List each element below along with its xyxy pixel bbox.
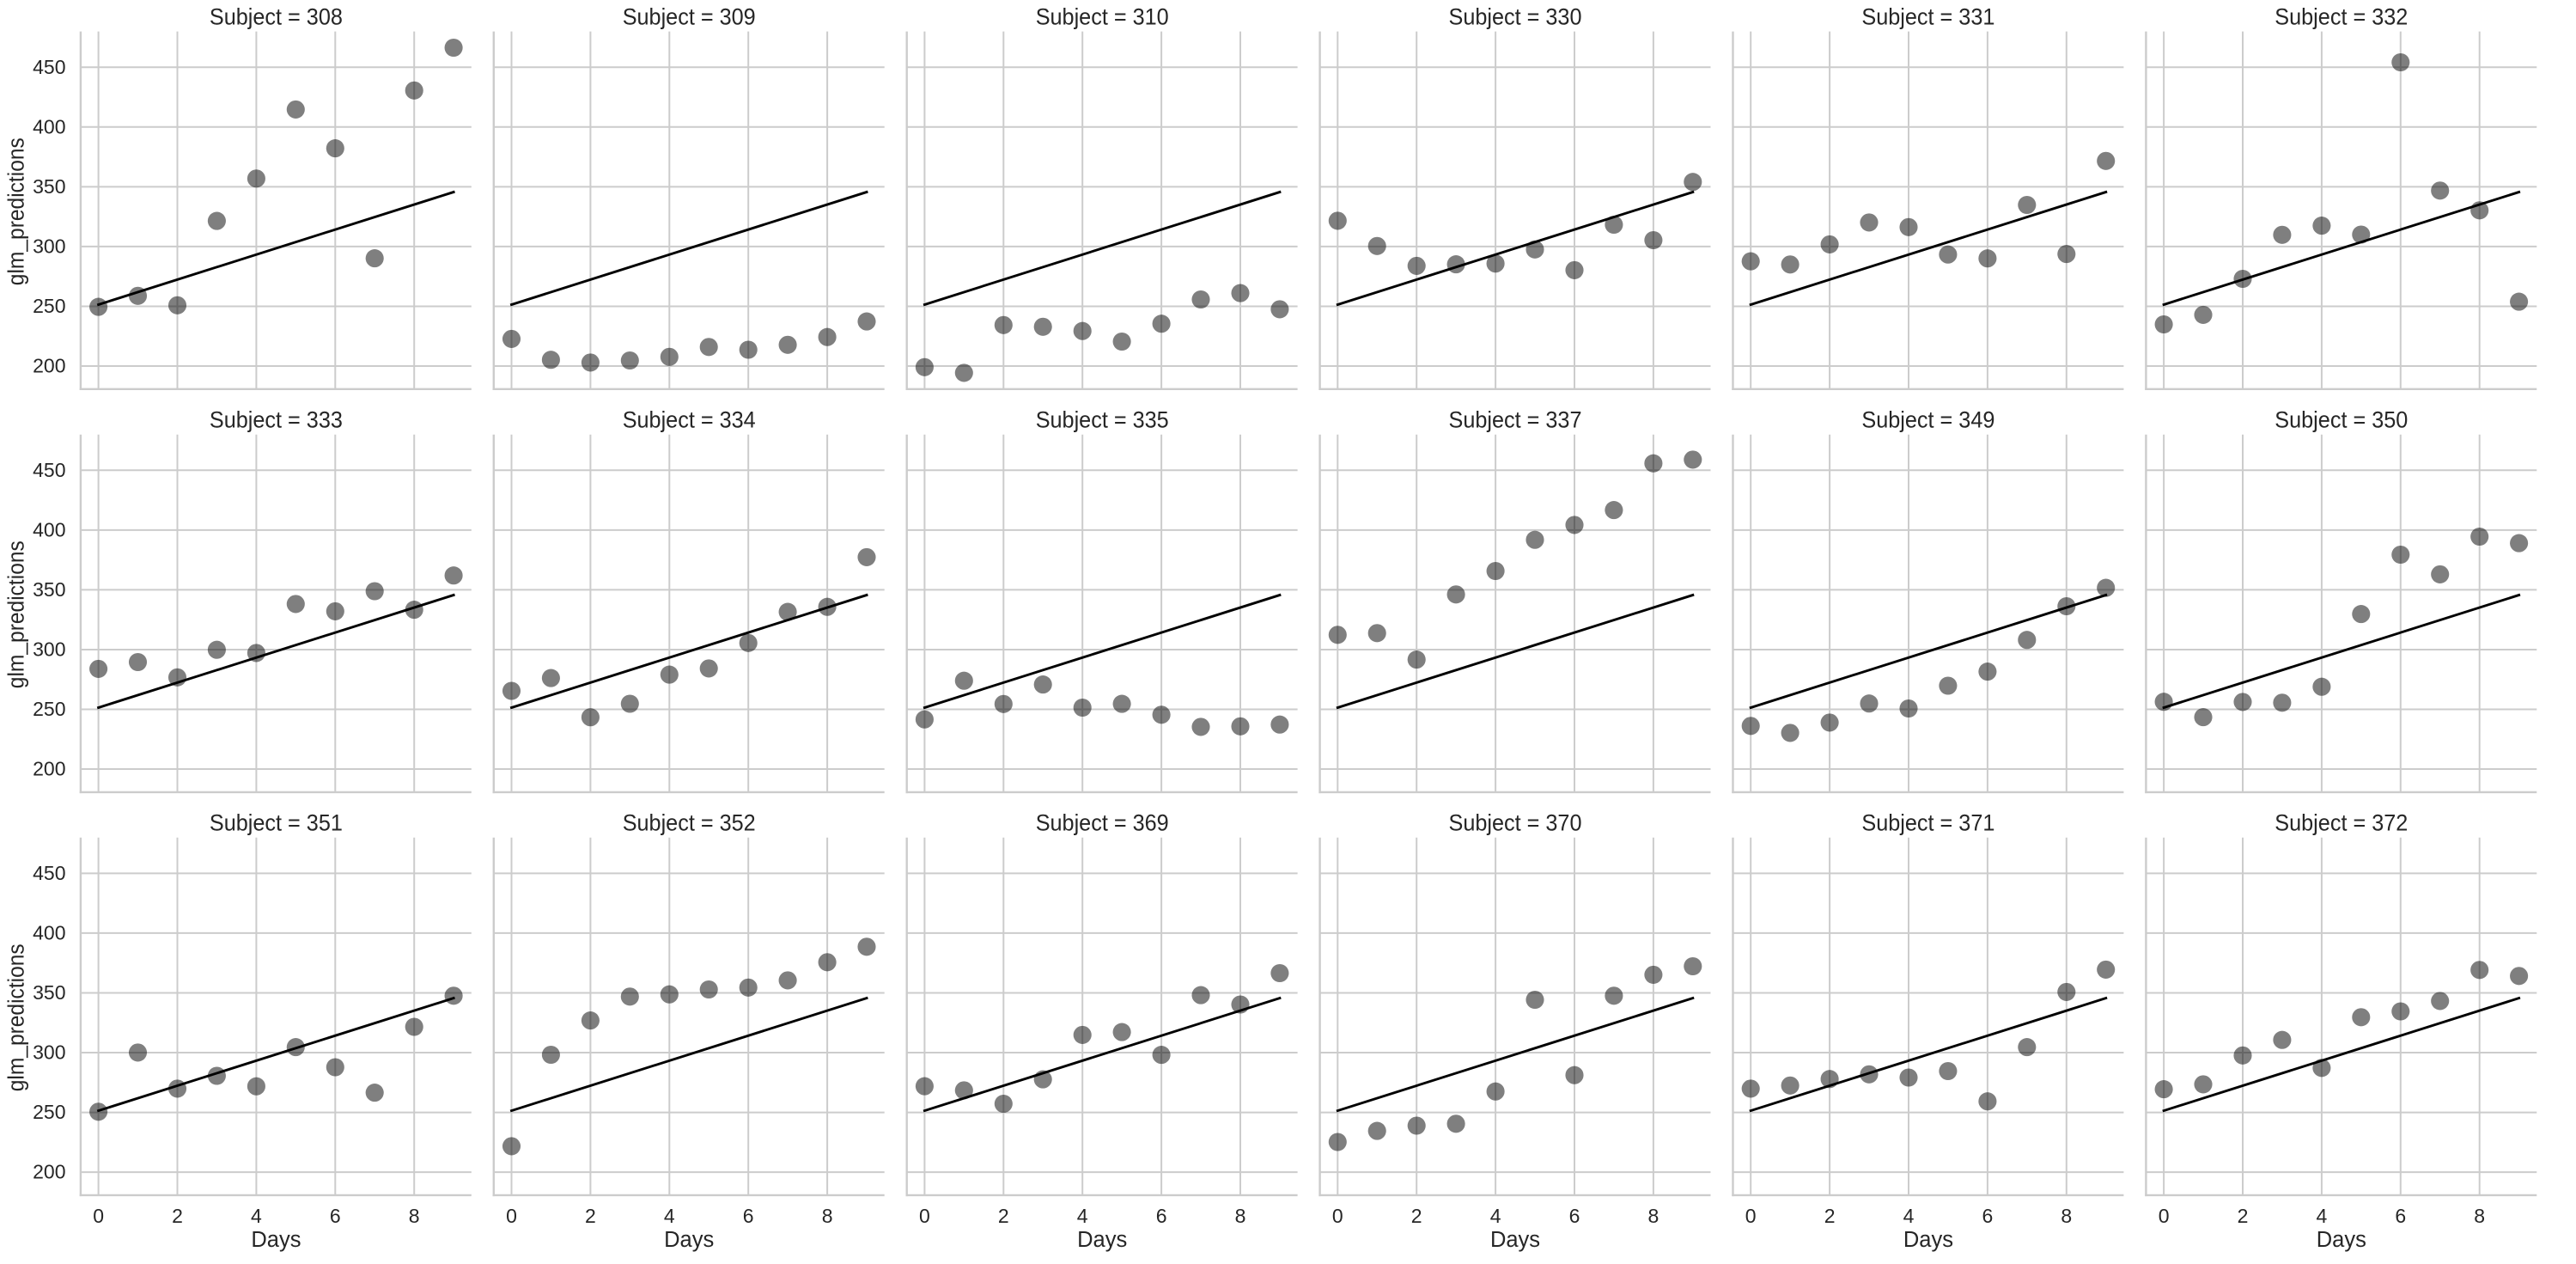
- svg-text:450: 450: [33, 459, 65, 481]
- svg-text:350: 350: [33, 981, 65, 1004]
- svg-text:Days: Days: [2317, 1228, 2366, 1252]
- svg-text:250: 250: [33, 1101, 65, 1123]
- svg-text:400: 400: [33, 922, 65, 944]
- svg-text:2: 2: [1411, 1205, 1422, 1227]
- svg-text:glm_predictions: glm_predictions: [4, 943, 28, 1091]
- svg-text:Days: Days: [1077, 1228, 1127, 1252]
- svg-text:6: 6: [1982, 1205, 1994, 1227]
- svg-text:6: 6: [743, 1205, 754, 1227]
- svg-text:Subject = 335: Subject = 335: [1036, 406, 1169, 433]
- svg-text:0: 0: [2159, 1205, 2170, 1227]
- svg-text:0: 0: [919, 1205, 930, 1227]
- svg-text:300: 300: [33, 235, 65, 258]
- svg-text:Subject = 309: Subject = 309: [623, 3, 756, 29]
- svg-text:350: 350: [33, 578, 65, 601]
- svg-text:glm_predictions: glm_predictions: [4, 137, 28, 285]
- svg-text:4: 4: [1903, 1205, 1915, 1227]
- svg-text:400: 400: [33, 519, 65, 541]
- svg-text:200: 200: [33, 1161, 65, 1183]
- svg-text:Subject = 349: Subject = 349: [1861, 406, 1994, 433]
- svg-text:0: 0: [1745, 1205, 1757, 1227]
- svg-text:350: 350: [33, 175, 65, 198]
- svg-text:Days: Days: [1903, 1228, 1953, 1252]
- svg-text:Subject = 371: Subject = 371: [1861, 809, 1994, 836]
- svg-text:Subject = 370: Subject = 370: [1449, 809, 1582, 836]
- svg-text:8: 8: [822, 1205, 833, 1227]
- svg-text:6: 6: [330, 1205, 341, 1227]
- svg-text:Subject = 337: Subject = 337: [1449, 406, 1582, 433]
- svg-text:Days: Days: [1490, 1228, 1540, 1252]
- svg-text:0: 0: [506, 1205, 517, 1227]
- svg-text:4: 4: [1490, 1205, 1501, 1227]
- svg-text:Subject = 350: Subject = 350: [2275, 406, 2408, 433]
- svg-text:0: 0: [93, 1205, 104, 1227]
- svg-text:2: 2: [585, 1205, 596, 1227]
- svg-text:450: 450: [33, 862, 65, 884]
- svg-text:6: 6: [2395, 1205, 2406, 1227]
- svg-text:4: 4: [2317, 1205, 2328, 1227]
- svg-text:Subject = 352: Subject = 352: [623, 809, 756, 836]
- svg-text:Subject = 310: Subject = 310: [1036, 3, 1169, 29]
- svg-text:4: 4: [251, 1205, 262, 1227]
- svg-text:Subject = 334: Subject = 334: [623, 406, 756, 433]
- svg-text:400: 400: [33, 115, 65, 137]
- svg-text:Subject = 332: Subject = 332: [2275, 3, 2408, 29]
- svg-text:250: 250: [33, 698, 65, 720]
- svg-text:4: 4: [664, 1205, 675, 1227]
- svg-text:Days: Days: [664, 1228, 714, 1252]
- svg-text:0: 0: [1332, 1205, 1343, 1227]
- svg-text:2: 2: [172, 1205, 183, 1227]
- svg-text:2: 2: [998, 1205, 1009, 1227]
- svg-text:8: 8: [2474, 1205, 2485, 1227]
- svg-text:2: 2: [2238, 1205, 2249, 1227]
- svg-text:4: 4: [1077, 1205, 1088, 1227]
- svg-text:Subject = 308: Subject = 308: [210, 3, 343, 29]
- svg-text:8: 8: [1235, 1205, 1246, 1227]
- svg-text:8: 8: [1648, 1205, 1659, 1227]
- svg-text:Subject = 369: Subject = 369: [1036, 809, 1169, 836]
- svg-text:300: 300: [33, 638, 65, 661]
- svg-text:200: 200: [33, 355, 65, 377]
- svg-text:Subject = 372: Subject = 372: [2275, 809, 2408, 836]
- svg-text:2: 2: [1824, 1205, 1836, 1227]
- svg-text:Days: Days: [251, 1228, 301, 1252]
- svg-text:450: 450: [33, 56, 65, 78]
- svg-text:Subject = 351: Subject = 351: [210, 809, 343, 836]
- svg-text:Subject = 333: Subject = 333: [210, 406, 343, 433]
- svg-text:8: 8: [2061, 1205, 2072, 1227]
- svg-text:6: 6: [1156, 1205, 1167, 1227]
- svg-text:250: 250: [33, 295, 65, 317]
- svg-text:Subject = 330: Subject = 330: [1449, 3, 1582, 29]
- svg-text:glm_predictions: glm_predictions: [4, 540, 28, 688]
- svg-text:300: 300: [33, 1041, 65, 1064]
- svg-text:Subject = 331: Subject = 331: [1861, 3, 1994, 29]
- svg-text:200: 200: [33, 758, 65, 780]
- svg-text:8: 8: [409, 1205, 420, 1227]
- svg-text:6: 6: [1569, 1205, 1580, 1227]
